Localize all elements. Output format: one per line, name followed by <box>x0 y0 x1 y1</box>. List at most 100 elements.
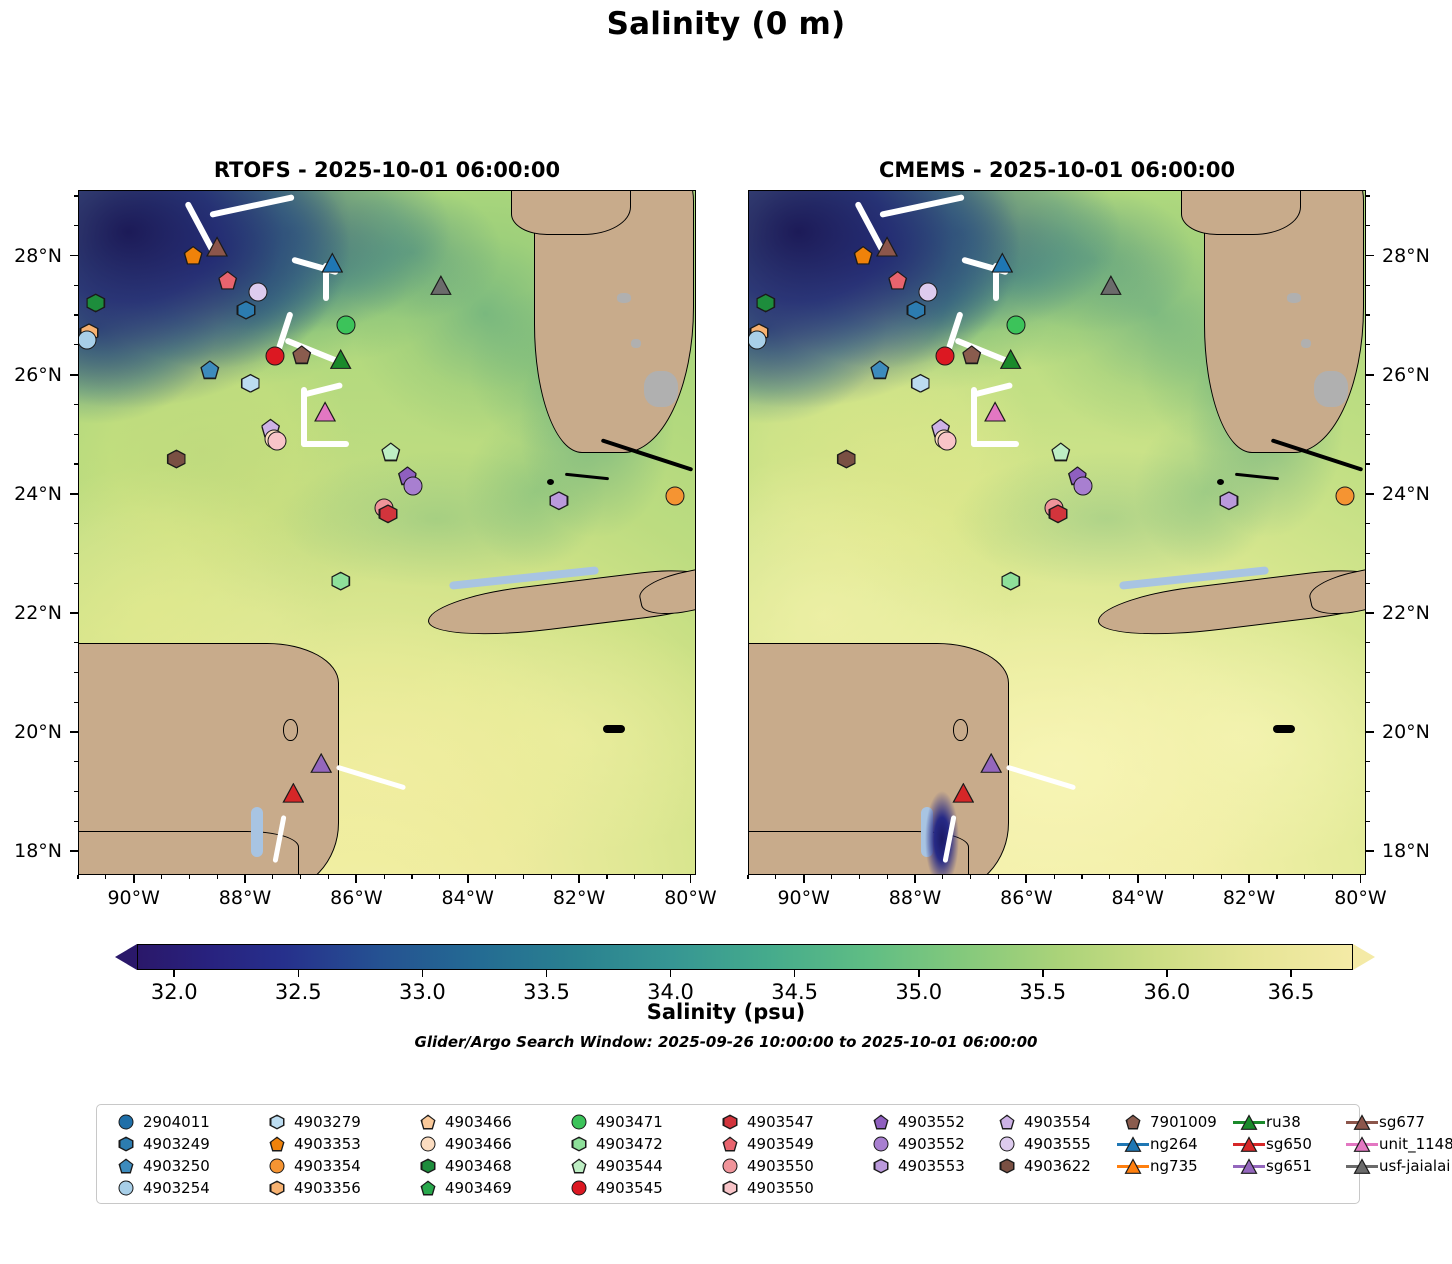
platform-marker-ng264[interactable] <box>321 252 344 273</box>
legend-item-4903466[interactable]: 4903466 <box>411 1133 512 1155</box>
platform-marker-4903472[interactable] <box>331 571 351 591</box>
legend-item-4903356[interactable]: 4903356 <box>260 1177 361 1199</box>
platform-marker-sg650[interactable] <box>282 782 305 803</box>
platform-marker-usf-jaialai[interactable] <box>1099 274 1122 296</box>
platform-marker-4903468[interactable] <box>756 293 776 313</box>
platform-marker-4903549[interactable] <box>888 270 908 290</box>
legend-item-4903553[interactable]: 4903553 <box>864 1155 965 1177</box>
platform-marker-4903353[interactable] <box>853 245 873 265</box>
platform-marker-4903552b[interactable] <box>1073 476 1093 496</box>
legend-item-4903279[interactable]: 4903279 <box>260 1111 361 1133</box>
legend-marker-4903354 <box>260 1155 294 1177</box>
platform-marker-4903553[interactable] <box>1219 491 1239 511</box>
platform-marker-4903550b[interactable] <box>937 431 957 451</box>
platform-marker-unit_1148[interactable] <box>314 401 337 422</box>
platform-marker-4903545[interactable] <box>935 346 955 366</box>
legend-item-4903469[interactable]: 4903469 <box>411 1177 512 1199</box>
platform-marker-4903544[interactable] <box>381 442 401 462</box>
platform-marker-ru38[interactable] <box>999 348 1022 370</box>
platform-marker-4903547[interactable] <box>378 504 398 524</box>
map-panel-cmems[interactable] <box>748 190 1366 875</box>
platform-marker-4903553[interactable] <box>549 491 569 511</box>
legend-item-ru38[interactable]: ru38 <box>1232 1111 1312 1133</box>
platform-marker-sg651[interactable] <box>310 752 333 773</box>
legend-item-4903471[interactable]: 4903471 <box>562 1111 663 1133</box>
legend-item-ng735[interactable]: ng735 <box>1116 1155 1217 1177</box>
legend-item-sg650[interactable]: sg650 <box>1232 1133 1312 1155</box>
platform-marker-unit_1148[interactable] <box>984 401 1007 422</box>
legend-item-4903468[interactable]: 4903468 <box>411 1155 512 1177</box>
platform-marker-4903471[interactable] <box>336 315 356 335</box>
x-tick-label: 86°W <box>1000 887 1053 909</box>
platform-marker-4903622[interactable] <box>836 449 856 469</box>
platform-marker-sg677[interactable] <box>206 236 229 257</box>
x-minor-tick <box>160 875 163 879</box>
platform-marker-4903279[interactable] <box>240 373 260 393</box>
legend-item-4903250[interactable]: 4903250 <box>109 1155 210 1177</box>
legend-item-sg677[interactable]: sg677 <box>1345 1111 1452 1133</box>
platform-marker-4903555[interactable] <box>918 282 938 302</box>
platform-marker-4903254[interactable] <box>749 330 767 350</box>
platform-marker-4903468[interactable] <box>86 293 106 313</box>
platform-marker-sg651[interactable] <box>980 752 1003 773</box>
legend-item-4903544[interactable]: 4903544 <box>562 1155 663 1177</box>
legend-item-4903545[interactable]: 4903545 <box>562 1177 663 1199</box>
legend-item-4903622[interactable]: 4903622 <box>990 1155 1091 1177</box>
platform-marker-4903555[interactable] <box>248 282 268 302</box>
platform-marker-4903544[interactable] <box>1051 442 1071 462</box>
platform-marker-sg650[interactable] <box>952 782 975 803</box>
platform-marker-ng264[interactable] <box>991 252 1014 273</box>
legend-item-4903554[interactable]: 4903554 <box>990 1111 1091 1133</box>
legend-item-usf-jaialai[interactable]: usf-jaialai <box>1345 1155 1452 1177</box>
platform-marker-4903550b[interactable] <box>267 431 287 451</box>
platform-marker-4903472[interactable] <box>1001 571 1021 591</box>
platform-marker-4903549[interactable] <box>218 270 238 290</box>
platform-marker-4903254[interactable] <box>79 330 97 350</box>
platform-marker-4903249[interactable] <box>236 300 256 320</box>
legend-item-4903354[interactable]: 4903354 <box>260 1155 361 1177</box>
platform-marker-4903250[interactable] <box>870 360 890 380</box>
platform-marker-4903354[interactable] <box>1335 486 1355 506</box>
platform-marker-4903353[interactable] <box>183 245 203 265</box>
legend-item-4903472[interactable]: 4903472 <box>562 1133 663 1155</box>
colorbar-tick <box>669 970 672 977</box>
legend-item-4903353[interactable]: 4903353 <box>260 1133 361 1155</box>
platform-marker-4903552b[interactable] <box>403 476 423 496</box>
legend-item-7901009[interactable]: 7901009 <box>1116 1111 1217 1133</box>
legend-item-4903550[interactable]: 4903550 <box>713 1177 814 1199</box>
legend-item-2904011[interactable]: 2904011 <box>109 1111 210 1133</box>
platform-marker-sg677[interactable] <box>876 236 899 257</box>
platform-marker-4903279[interactable] <box>910 373 930 393</box>
legend-item-4903550[interactable]: 4903550 <box>713 1155 814 1177</box>
colorbar-gradient <box>137 944 1353 970</box>
legend-item-unit_1148[interactable]: unit_1148 <box>1345 1133 1452 1155</box>
platform-legend[interactable]: 2904011 4903249 4903250 4903254 4903279 49033… <box>96 1104 1452 1204</box>
legend-item-4903555[interactable]: 4903555 <box>990 1133 1091 1155</box>
legend-item-4903547[interactable]: 4903547 <box>713 1111 814 1133</box>
platform-marker-4903471[interactable] <box>1006 315 1026 335</box>
y-tick <box>70 731 78 733</box>
platform-marker-7901009[interactable] <box>292 345 312 365</box>
platform-marker-4903250[interactable] <box>200 360 220 380</box>
platform-marker-4903547[interactable] <box>1048 504 1068 524</box>
x-tick <box>132 875 135 883</box>
legend-item-ng264[interactable]: ng264 <box>1116 1133 1217 1155</box>
platform-marker-4903622[interactable] <box>166 449 186 469</box>
platform-marker-4903249[interactable] <box>906 300 926 320</box>
platform-marker-4903354[interactable] <box>665 486 685 506</box>
platform-marker-7901009[interactable] <box>962 345 982 365</box>
x-minor-tick <box>830 875 833 879</box>
platform-marker-4903545[interactable] <box>265 346 285 366</box>
legend-item-4903552[interactable]: 4903552 <box>864 1111 965 1133</box>
map-panel-rtofs[interactable] <box>78 190 696 875</box>
legend-item-4903552[interactable]: 4903552 <box>864 1133 965 1155</box>
legend-item-4903249[interactable]: 4903249 <box>109 1133 210 1155</box>
legend-item-4903549[interactable]: 4903549 <box>713 1133 814 1155</box>
platform-marker-usf-jaialai[interactable] <box>429 274 452 296</box>
legend-item-sg651[interactable]: sg651 <box>1232 1155 1312 1177</box>
glider-track-ng264b <box>323 263 329 301</box>
legend-item-4903254[interactable]: 4903254 <box>109 1177 210 1199</box>
legend-item-4903466[interactable]: 4903466 <box>411 1111 512 1133</box>
platform-marker-ru38[interactable] <box>329 348 352 370</box>
lake-small-mid <box>1301 339 1311 348</box>
